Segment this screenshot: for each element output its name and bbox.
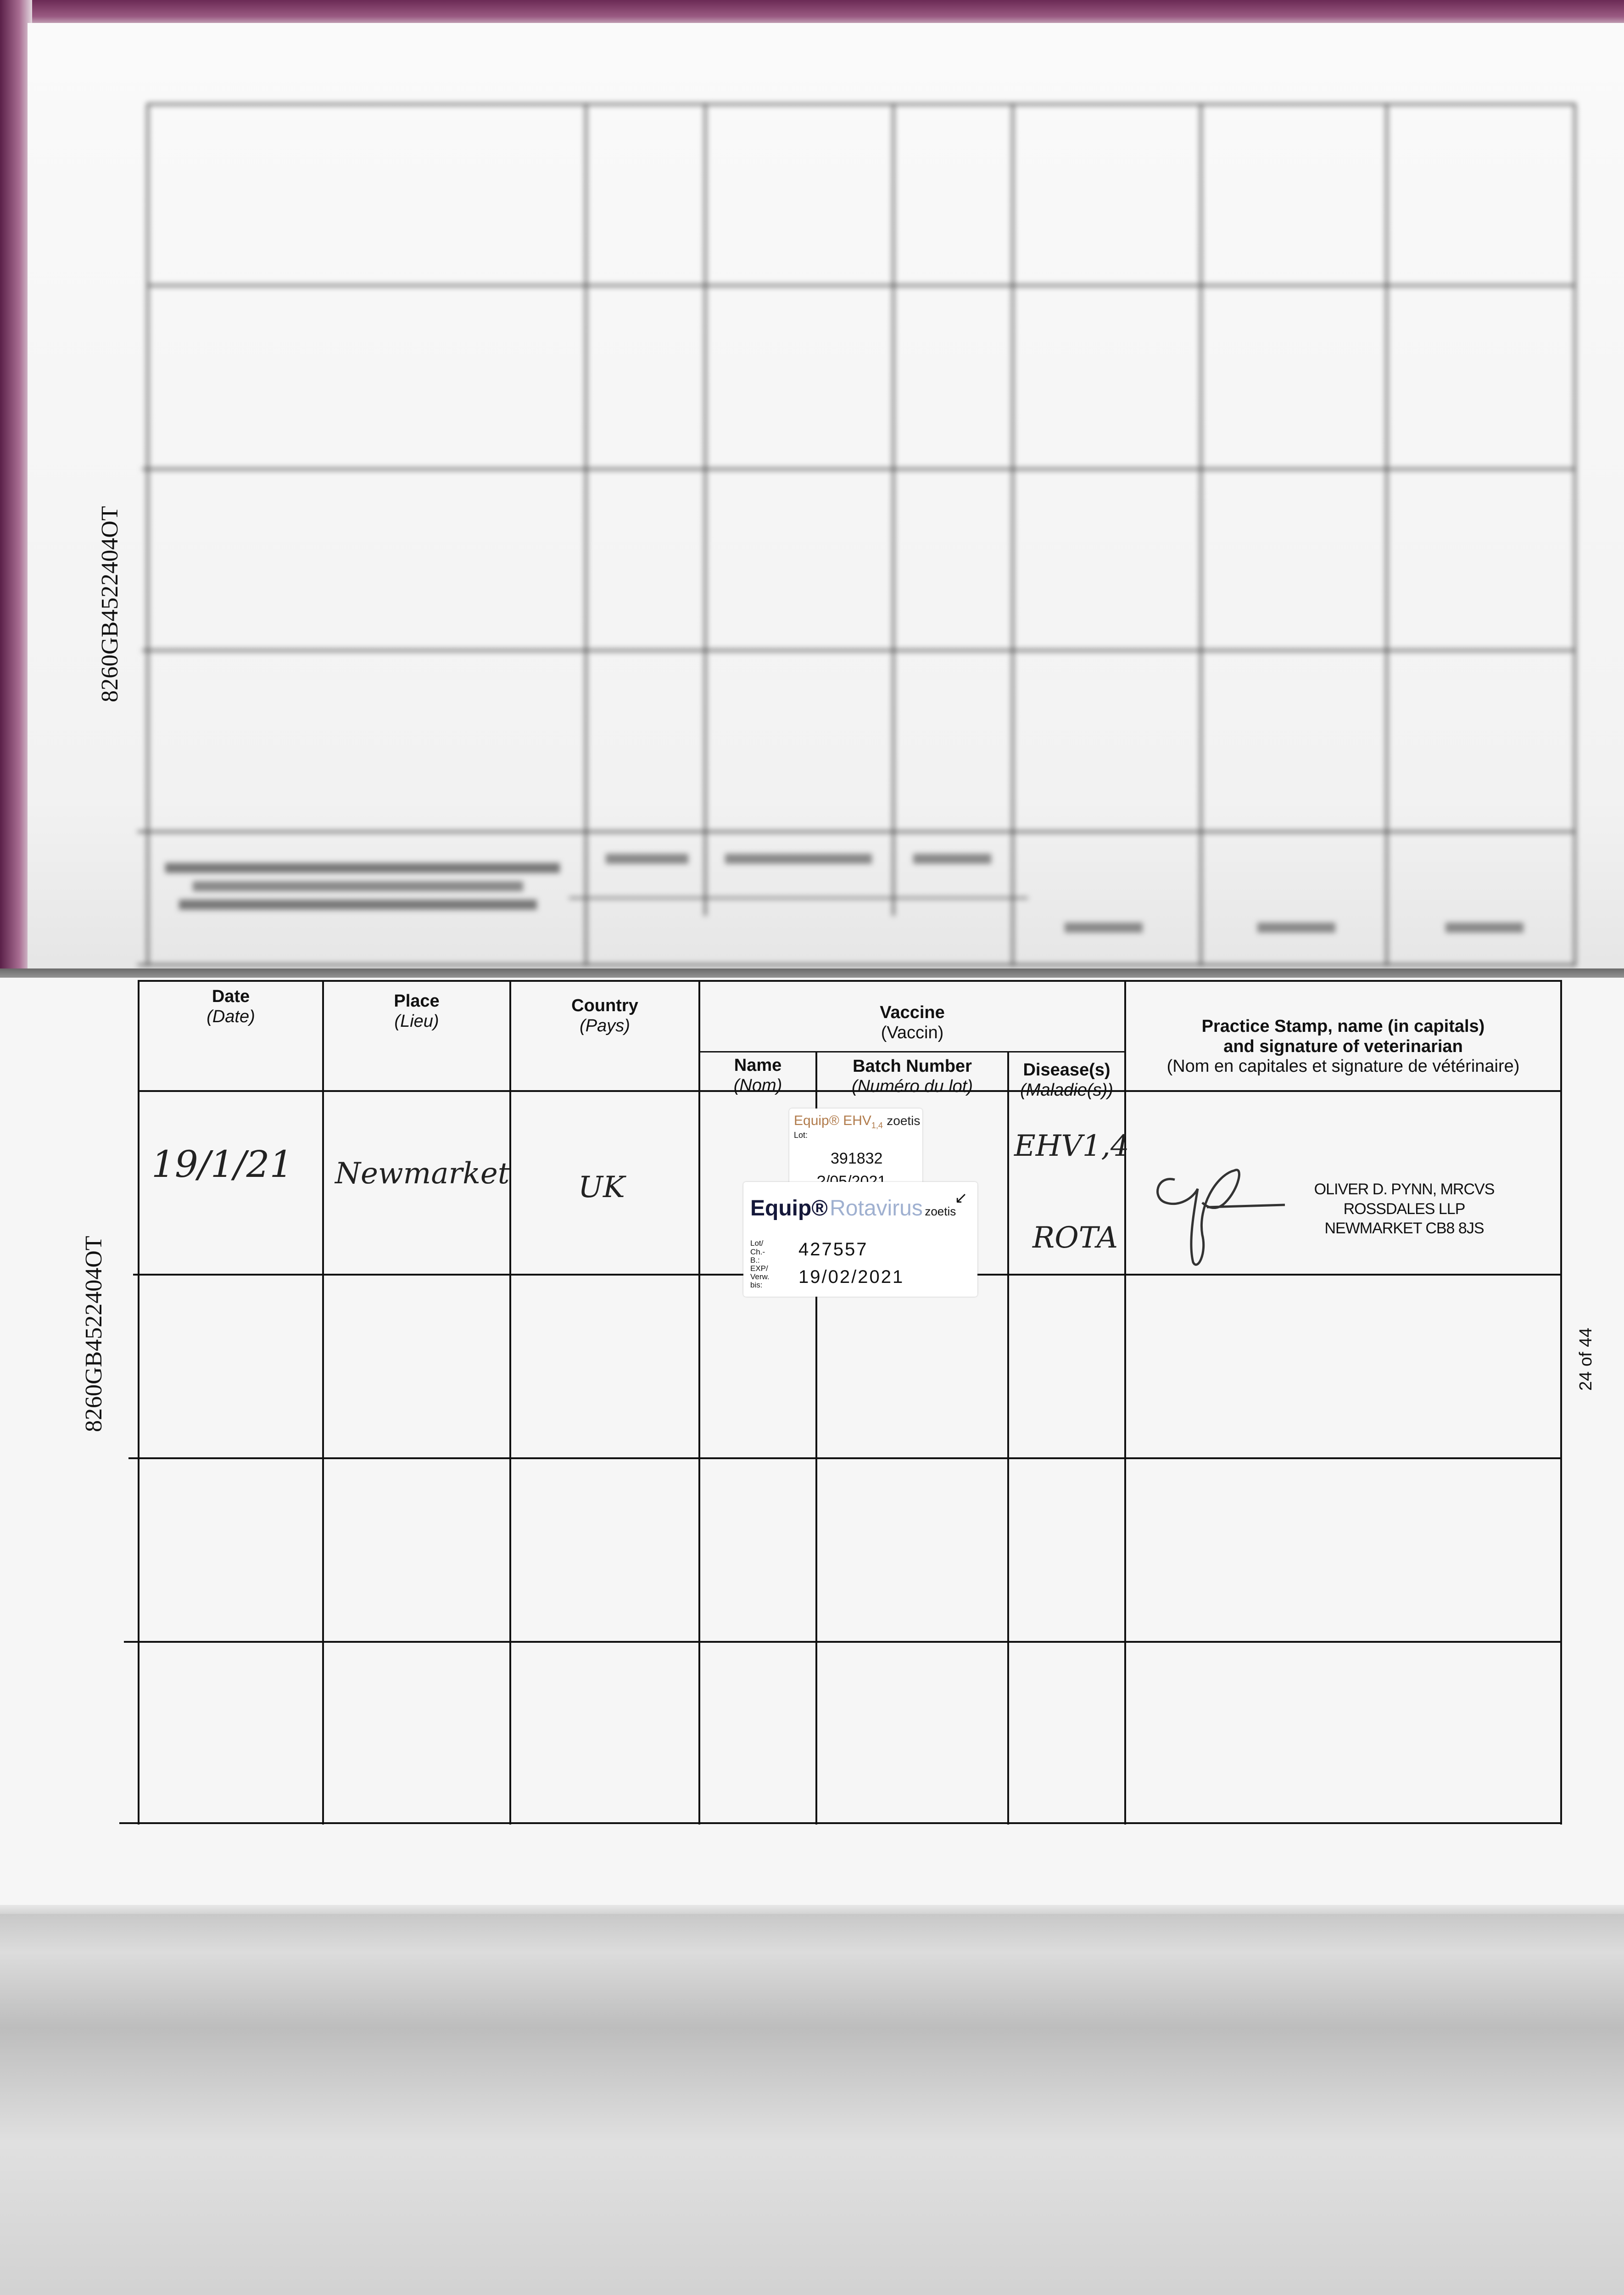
header-batch-number: Batch Number (Numéro du lot) (852, 1057, 973, 1096)
ehv-lot-number: 391832 (831, 1150, 883, 1167)
disease-value-2: ROTA (1032, 1221, 1118, 1255)
zoetis-logo: zoetis (887, 1114, 921, 1128)
header-country: Country (Pays) (571, 996, 638, 1036)
facing-page: 8260GB4522404OT (28, 23, 1624, 991)
header-practice-stamp: Practice Stamp, name (in capitals) and s… (1166, 1017, 1520, 1076)
passport-number-top: 8260GB4522404OT (97, 506, 123, 702)
zoetis-logo: zoetis (925, 1204, 956, 1218)
rota-expiry: 19/02/2021 (798, 1267, 904, 1287)
header-date: Date (Date) (206, 987, 255, 1026)
facing-page-table (28, 23, 1624, 991)
arrow-icon: ↙ (954, 1189, 968, 1207)
header-name: Name (Nom) (733, 1056, 782, 1095)
header-place: Place (Lieu) (394, 991, 440, 1031)
date-value: 19/1/21 (151, 1143, 293, 1186)
vaccination-table: Date (Date) Place (Lieu) Country (Pays) Vac… (0, 978, 1624, 1919)
scanner-background (0, 1914, 1624, 2295)
disease-value-1: EHV1,4 (1014, 1129, 1129, 1163)
country-value: UK (578, 1170, 625, 1204)
header-vaccine: Vaccine (Vaccin) (880, 1003, 945, 1042)
vaccine-sticker-rotavirus: Equip® Rotavirus zoetis ↙ Lot/ Ch.-B.: 4… (743, 1182, 977, 1297)
rota-lot-number: 427557 (798, 1239, 868, 1259)
vet-stamp: OLIVER D. PYNN, MRCVS ROSSDALES LLP NEWM… (1314, 1181, 1495, 1237)
header-diseases: Disease(s) (Maladie(s)) (1020, 1060, 1113, 1100)
vaccination-page: 8260GB4522404OT 24 of 44 Date (Date) Plac… (0, 978, 1624, 1919)
vet-signature (1156, 1169, 1285, 1266)
place-value: Newmarket (335, 1157, 510, 1191)
